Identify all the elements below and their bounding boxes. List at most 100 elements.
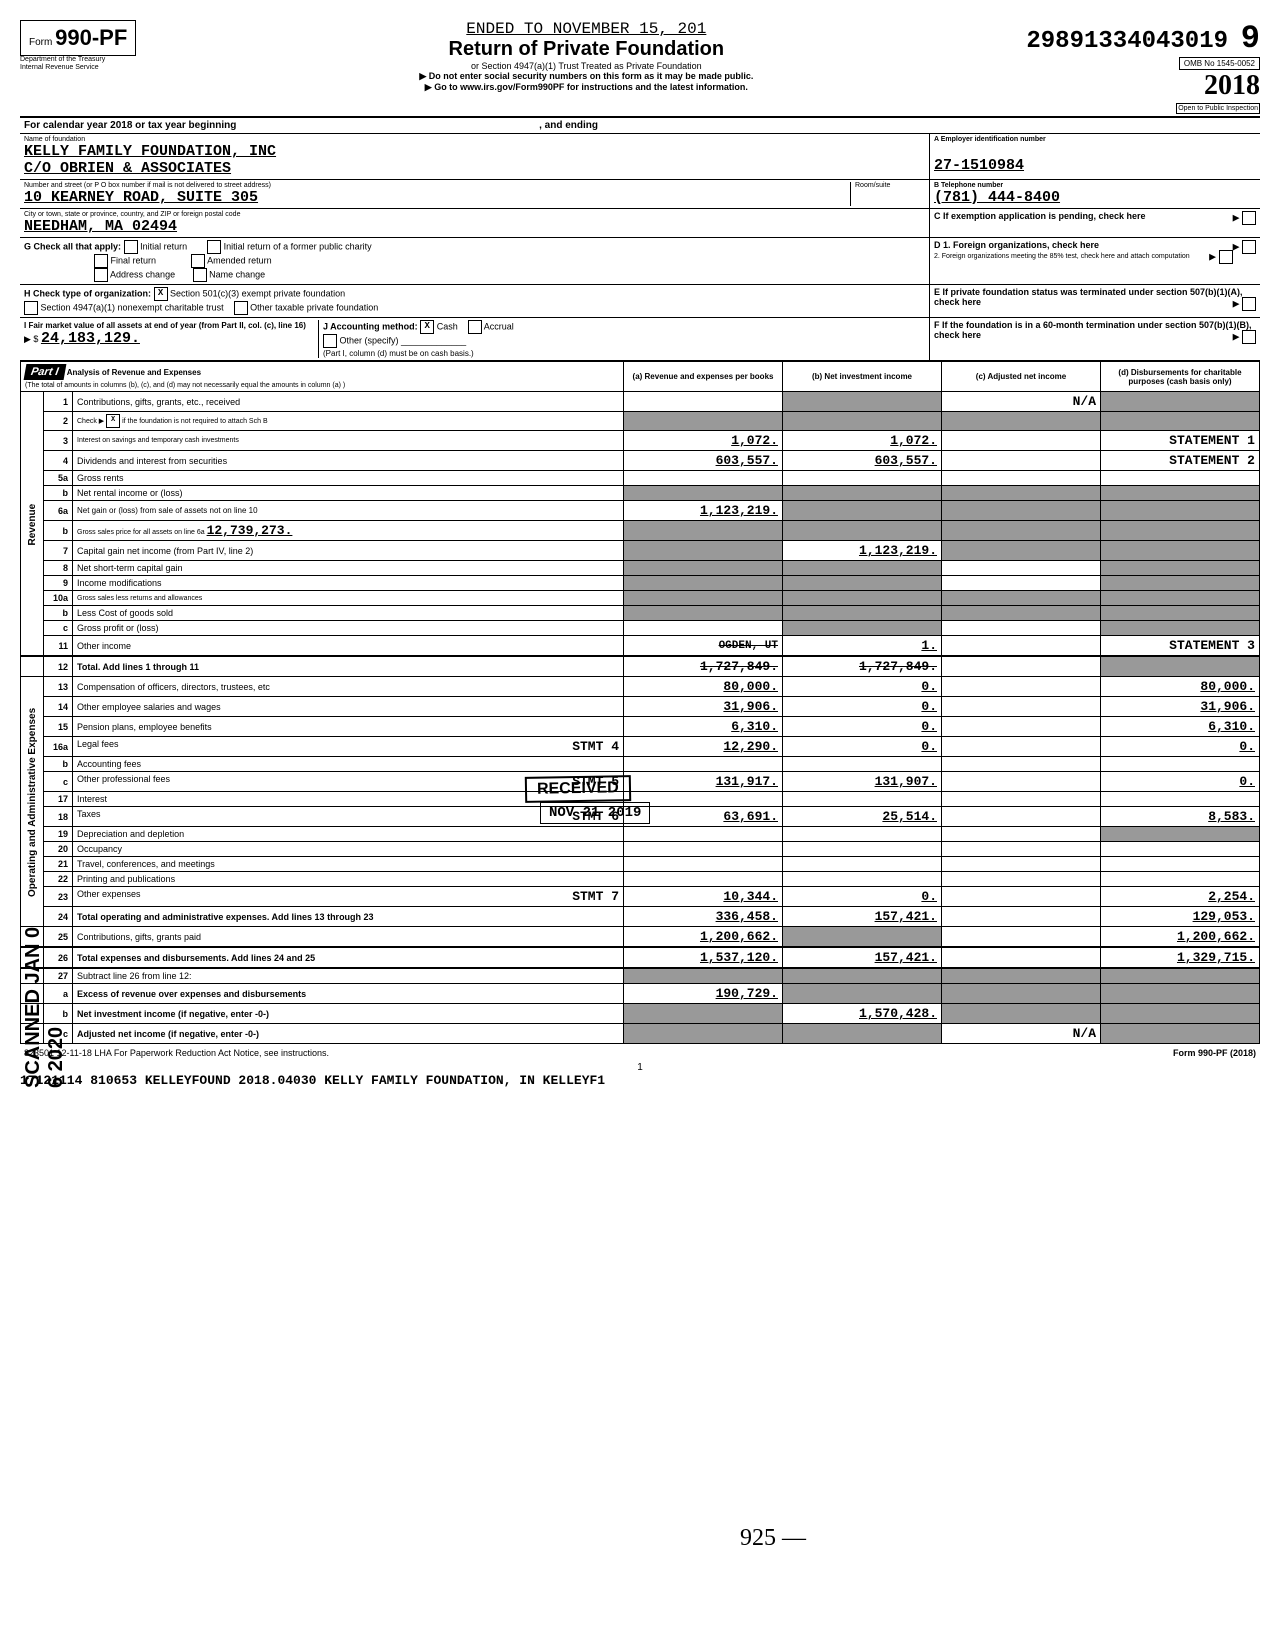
- table-row: c Adjusted net income (if negative, ente…: [21, 1024, 1260, 1044]
- line-label: Interest on savings and temporary cash i…: [73, 431, 624, 451]
- line-num: 1: [44, 392, 73, 412]
- l6b-value: 12,739,273.: [207, 523, 293, 538]
- table-row: 2 Check ▶ X if the foundation is not req…: [21, 412, 1260, 431]
- address-change-checkbox[interactable]: [94, 268, 108, 282]
- l2-checkbox[interactable]: X: [106, 414, 120, 428]
- table-row: 21 Travel, conferences, and meetings: [21, 857, 1260, 872]
- initial-former-checkbox[interactable]: [207, 240, 221, 254]
- sec4947-checkbox[interactable]: [24, 301, 38, 315]
- line-label: Net gain or (loss) from sale of assets n…: [73, 501, 624, 521]
- scanned-stamp: SCANNED JAN 0 6 2020: [22, 920, 68, 1088]
- line-num: 3: [44, 431, 73, 451]
- name-change-checkbox[interactable]: [193, 268, 207, 282]
- l14-b: 0.: [783, 697, 942, 717]
- line-num: 5a: [44, 471, 73, 486]
- l3-b: 1,072.: [783, 431, 942, 451]
- other-method-checkbox[interactable]: [323, 334, 337, 348]
- b-label: B Telephone number: [934, 182, 1256, 189]
- l23-stmt: STMT 7: [572, 889, 619, 904]
- l25-d: 1,200,662.: [1101, 927, 1260, 948]
- l4-a: 603,557.: [624, 451, 783, 471]
- table-row: 5a Gross rents: [21, 471, 1260, 486]
- line-num: 13: [44, 677, 73, 697]
- amended-return: Amended return: [207, 255, 272, 265]
- amended-checkbox[interactable]: [191, 254, 205, 268]
- other-method: Other (specify): [340, 335, 399, 345]
- h-cell: H Check type of organization: X Section …: [20, 285, 930, 317]
- initial-former: Initial return of a former public charit…: [224, 241, 372, 251]
- d2-checkbox[interactable]: [1219, 250, 1233, 264]
- page-number: 1: [20, 1062, 1260, 1073]
- cash-checkbox[interactable]: X: [420, 320, 434, 334]
- l24-d: 129,053.: [1101, 907, 1260, 927]
- table-row: 19 Depreciation and depletion: [21, 827, 1260, 842]
- table-row: b Less Cost of goods sold: [21, 606, 1260, 621]
- line-num: 14: [44, 697, 73, 717]
- table-row: 15 Pension plans, employee benefits 6,31…: [21, 717, 1260, 737]
- part1-table: Part I Analysis of Revenue and Expenses …: [20, 361, 1260, 1044]
- sec501-checkbox[interactable]: X: [154, 287, 168, 301]
- l27a-a: 190,729.: [624, 984, 783, 1004]
- f-checkbox[interactable]: [1242, 330, 1256, 344]
- title-block: ENDED TO NOVEMBER 15, 201 Return of Priv…: [146, 20, 1026, 93]
- l13-b: 0.: [783, 677, 942, 697]
- subtitle-1: or Section 4947(a)(1) Trust Treated as P…: [146, 61, 1026, 71]
- cash: Cash: [437, 321, 458, 331]
- table-row: 23 Other expenses STMT 7 10,344. 0. 2,25…: [21, 887, 1260, 907]
- line-label: Excess of revenue over expenses and disb…: [73, 984, 624, 1004]
- line-label: Adjusted net income (if negative, enter …: [73, 1024, 624, 1044]
- line-num: 11: [44, 636, 73, 657]
- cash-basis-note: (Part I, column (d) must be on cash basi…: [323, 349, 474, 358]
- initial-checkbox[interactable]: [124, 240, 138, 254]
- line-num: b: [44, 757, 73, 772]
- final-return: Final return: [111, 255, 157, 265]
- line-label: Other income: [73, 636, 624, 657]
- city-c-row: City or town, state or province, country…: [20, 209, 1260, 238]
- sec501: Section 501(c)(3) exempt private foundat…: [170, 288, 345, 298]
- dln: 29891334043019: [1026, 28, 1228, 55]
- line-label: Other employee salaries and wages: [73, 697, 624, 717]
- cal-year-begin: For calendar year 2018 or tax year begin…: [24, 120, 236, 131]
- accrual-checkbox[interactable]: [468, 320, 482, 334]
- city-label: City or town, state or province, country…: [24, 211, 925, 218]
- table-row: 27 Subtract line 26 from line 12:: [21, 968, 1260, 984]
- other-taxable-checkbox[interactable]: [234, 301, 248, 315]
- table-row: c Gross profit or (loss): [21, 621, 1260, 636]
- part1-label: Part I: [24, 364, 66, 380]
- a-label: A Employer identification number: [934, 136, 1256, 143]
- l11-a: OGDEN, UT: [624, 636, 783, 657]
- table-row: c Other professional fees STMT 5 131,917…: [21, 772, 1260, 792]
- line-label: Net short-term capital gain: [73, 561, 624, 576]
- line-label: Compensation of officers, directors, tru…: [73, 677, 624, 697]
- initial-return: Initial return: [140, 241, 187, 251]
- l24-b: 157,421.: [783, 907, 942, 927]
- line-num: b: [44, 606, 73, 621]
- line-num: 19: [44, 827, 73, 842]
- footer-id: 17121114 810653 KELLEYFOUND 2018.04030 K…: [20, 1073, 1260, 1088]
- final-checkbox[interactable]: [94, 254, 108, 268]
- ein-cell: A Employer identification number 27-1510…: [930, 134, 1260, 179]
- line-num: 12: [44, 656, 73, 677]
- table-row: 22 Printing and publications: [21, 872, 1260, 887]
- table-row: 12 Total. Add lines 1 through 11 1,727,8…: [21, 656, 1260, 677]
- table-row: 10a Gross sales less returns and allowan…: [21, 591, 1260, 606]
- h-label: H Check type of organization:: [24, 288, 151, 298]
- d1-checkbox[interactable]: [1242, 240, 1256, 254]
- table-row: 6a Net gain or (loss) from sale of asset…: [21, 501, 1260, 521]
- form-label: Form: [29, 37, 52, 48]
- table-row: Revenue 1 Contributions, gifts, grants, …: [21, 392, 1260, 412]
- phone-cell: B Telephone number (781) 444-8400: [930, 180, 1260, 208]
- table-row: 24 Total operating and administrative ex…: [21, 907, 1260, 927]
- line-num: 15: [44, 717, 73, 737]
- e-checkbox[interactable]: [1242, 297, 1256, 311]
- d2-label: 2. Foreign organizations meeting the 85%…: [934, 253, 1190, 260]
- room-label: Room/suite: [855, 182, 925, 189]
- table-row: 11 Other income OGDEN, UT 1. STATEMENT 3: [21, 636, 1260, 657]
- city-cell: City or town, state or province, country…: [20, 209, 930, 237]
- form-container: Form 990-PF Department of the Treasury I…: [20, 20, 1260, 1088]
- l1-c: N/A: [942, 392, 1101, 412]
- line-num: 16a: [44, 737, 73, 757]
- f-label: F If the foundation is in a 60-month ter…: [934, 320, 1252, 340]
- c-checkbox[interactable]: [1242, 211, 1256, 225]
- l23-b: 0.: [783, 887, 942, 907]
